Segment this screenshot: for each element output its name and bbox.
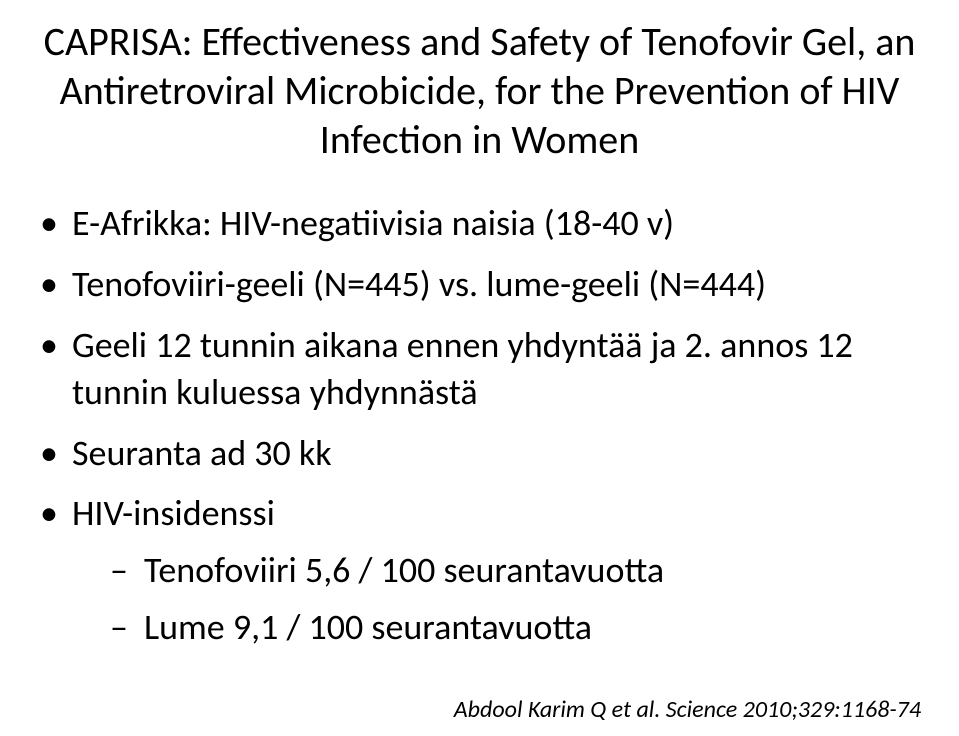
sub-list-item: Lume 9,1 / 100 seurantavuotta <box>110 604 921 651</box>
list-item: HIV-insidenssi Tenofoviiri 5,6 / 100 seu… <box>38 490 921 650</box>
sub-bullet-list: Tenofoviiri 5,6 / 100 seurantavuotta Lum… <box>72 547 921 651</box>
list-item-label: HIV-insidenssi <box>72 491 275 535</box>
list-item: E-Afrikka: HIV-negatiivisia naisia (18-4… <box>38 200 921 247</box>
list-item: Tenofoviiri-geeli (N=445) vs. lume-geeli… <box>38 261 921 308</box>
list-item: Geeli 12 tunnin aikana ennen yhdyntää ja… <box>38 322 921 416</box>
slide-title: CAPRISA: Effectiveness and Safety of Ten… <box>38 18 921 164</box>
list-item: Seuranta ad 30 kk <box>38 430 921 477</box>
bullet-list: E-Afrikka: HIV-negatiivisia naisia (18-4… <box>38 200 921 650</box>
citation: Abdool Karim Q et al. Science 2010;329:1… <box>454 695 921 724</box>
sub-list-item: Tenofoviiri 5,6 / 100 seurantavuotta <box>110 547 921 594</box>
